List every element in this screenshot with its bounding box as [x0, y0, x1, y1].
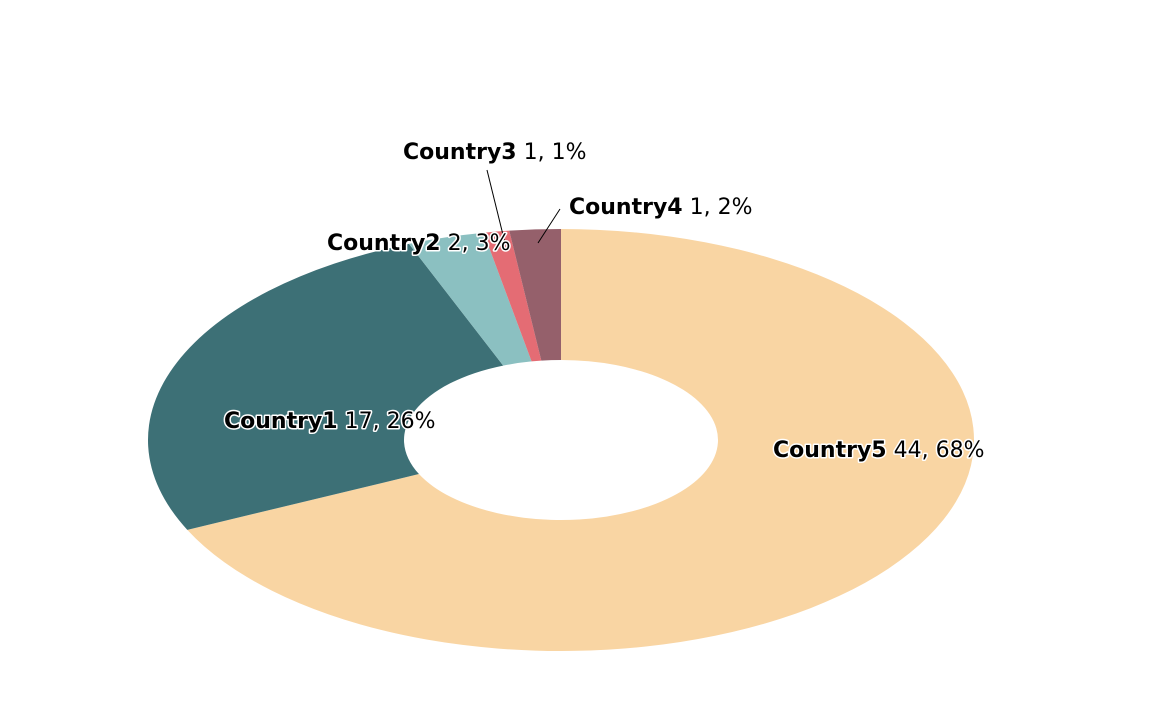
- data-label-value: 1, 1%: [517, 140, 587, 165]
- slice-country1: [147, 243, 504, 530]
- data-label-country5: Country5 44, 68%: [773, 438, 984, 463]
- leader-line-country3: [486, 169, 506, 244]
- data-label-country4: Country4 1, 2%: [569, 195, 753, 220]
- leader-line-country4: [537, 208, 561, 244]
- data-label-value: 1, 2%: [683, 195, 753, 220]
- leader-line-group: [486, 169, 561, 244]
- slice-country3: [483, 230, 542, 362]
- data-label-value: 17, 26%: [338, 409, 436, 434]
- slice-country4: [509, 229, 561, 361]
- data-label-name: Country4: [569, 195, 683, 220]
- data-label-value: 2, 3%: [441, 231, 511, 256]
- data-label-name: Country2: [327, 231, 441, 256]
- slice-group: [147, 229, 975, 651]
- slice-country2: [408, 232, 532, 366]
- data-label-name: Country3: [403, 140, 517, 165]
- data-label-value: 44, 68%: [887, 438, 985, 463]
- data-label-country1: Country1 17, 26%: [224, 409, 435, 434]
- slice-country5: [187, 229, 975, 651]
- data-label-country3: Country3 1, 1%: [403, 140, 587, 165]
- data-label-name: Country1: [224, 409, 338, 434]
- data-label-group: Country5 44, 68% Country1 17, 26% Country2…: [223, 140, 986, 465]
- data-label-name: Country5: [773, 438, 887, 463]
- data-label-country2: Country2 2, 3%: [327, 231, 511, 256]
